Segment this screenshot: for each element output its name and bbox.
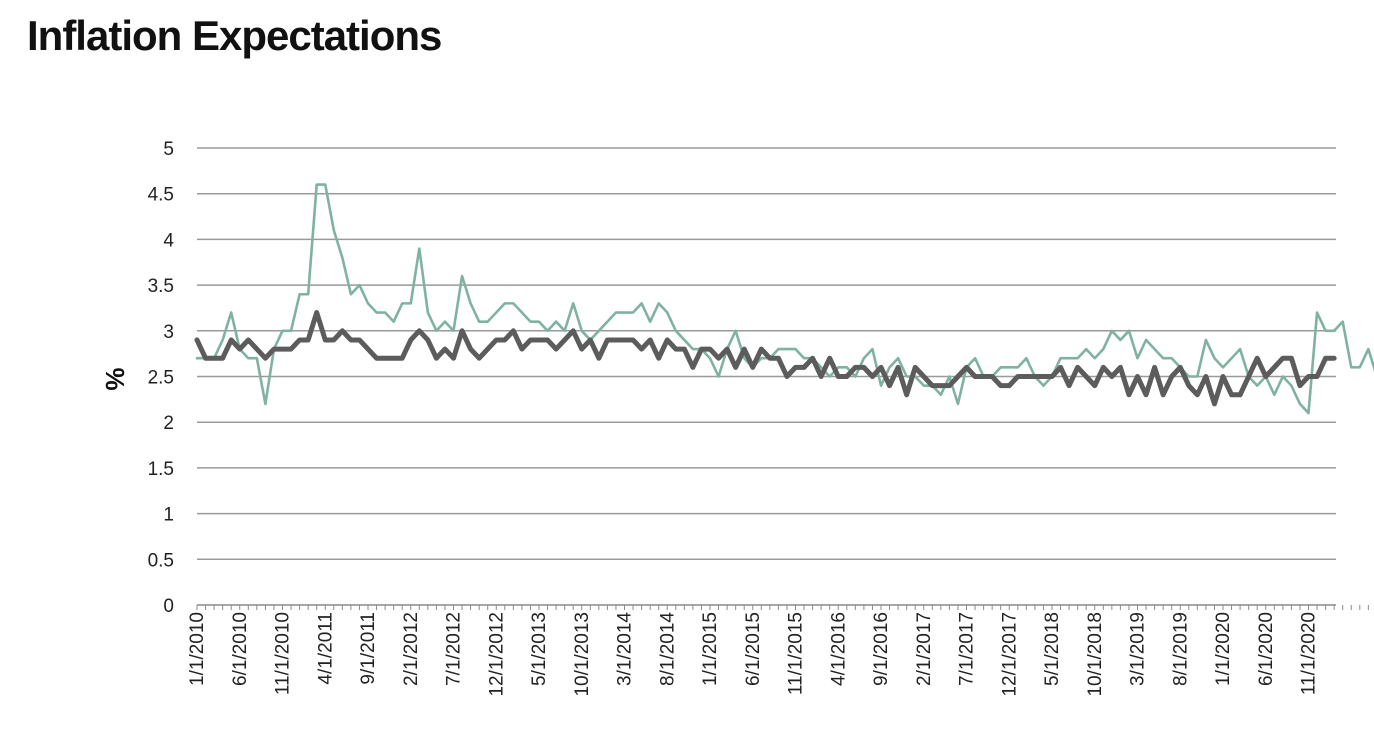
x-tick-label: 1/1/2010 bbox=[187, 612, 208, 686]
y-axis-ticks: 0 0.5 1 1.5 2 2.5 3 3.5 4 4.5 5 bbox=[148, 139, 175, 617]
x-tick-label: 1/1/2020 bbox=[1213, 612, 1234, 686]
x-tick-label: 5/1/2018 bbox=[1042, 612, 1063, 686]
series-line-1 bbox=[195, 183, 1374, 415]
y-tick-label: 4.5 bbox=[148, 185, 174, 206]
y-tick-label: 3 bbox=[163, 322, 174, 343]
y-tick-label: 0.5 bbox=[148, 550, 174, 571]
x-tick-label: 10/1/2013 bbox=[572, 612, 593, 697]
x-tick-label: 9/1/2016 bbox=[871, 612, 892, 686]
x-tick-label: 6/1/2010 bbox=[230, 612, 251, 686]
y-tick-label: 2 bbox=[163, 413, 174, 434]
x-tick-label: 4/1/2016 bbox=[828, 612, 849, 686]
x-axis-ticks: 1/1/2010 6/1/2010 11/1/2010 4/1/2011 9/1/201… bbox=[187, 612, 1320, 697]
x-tick-label: 7/1/2017 bbox=[957, 612, 978, 686]
y-tick-label: 4 bbox=[163, 230, 174, 251]
x-tick-label: 1/1/2015 bbox=[700, 612, 721, 686]
gridlines bbox=[197, 147, 1336, 561]
x-tick-label: 12/1/2017 bbox=[999, 612, 1020, 697]
y-tick-label: 5 bbox=[163, 139, 174, 160]
x-tick-label: 3/1/2019 bbox=[1128, 612, 1149, 686]
y-tick-label: 1 bbox=[163, 505, 174, 526]
series-lines bbox=[194, 183, 1374, 415]
y-tick-label: 0 bbox=[163, 596, 174, 617]
x-tick-label: 7/1/2012 bbox=[444, 612, 465, 686]
x-tick-label: 6/1/2015 bbox=[743, 612, 764, 686]
x-tick-label: 11/1/2020 bbox=[1299, 612, 1320, 695]
x-axis bbox=[196, 604, 1369, 610]
x-tick-label: 5/1/2013 bbox=[529, 612, 550, 686]
x-tick-label: 11/1/2015 bbox=[786, 612, 807, 695]
x-tick-label: 2/1/2017 bbox=[914, 612, 935, 686]
x-tick-label: 9/1/2011 bbox=[358, 612, 379, 685]
x-tick-label: 12/1/2012 bbox=[486, 612, 507, 697]
y-tick-label: 2.5 bbox=[148, 368, 174, 389]
y-axis-label: % bbox=[100, 367, 130, 390]
x-tick-label: 3/1/2014 bbox=[615, 612, 636, 686]
chart-title: Inflation Expectations bbox=[27, 12, 442, 59]
x-tick-label: 2/1/2012 bbox=[401, 612, 422, 686]
x-tick-label: 11/1/2010 bbox=[273, 612, 294, 695]
x-tick-label: 8/1/2019 bbox=[1170, 612, 1191, 686]
x-tick-label: 8/1/2014 bbox=[657, 612, 678, 686]
x-tick-label: 4/1/2011 bbox=[315, 612, 336, 685]
y-tick-label: 3.5 bbox=[148, 276, 174, 297]
y-tick-label: 1.5 bbox=[148, 459, 174, 480]
series-line-2 bbox=[194, 310, 1337, 407]
x-tick-label: 6/1/2020 bbox=[1256, 612, 1277, 686]
x-tick-label: 10/1/2018 bbox=[1085, 612, 1106, 697]
